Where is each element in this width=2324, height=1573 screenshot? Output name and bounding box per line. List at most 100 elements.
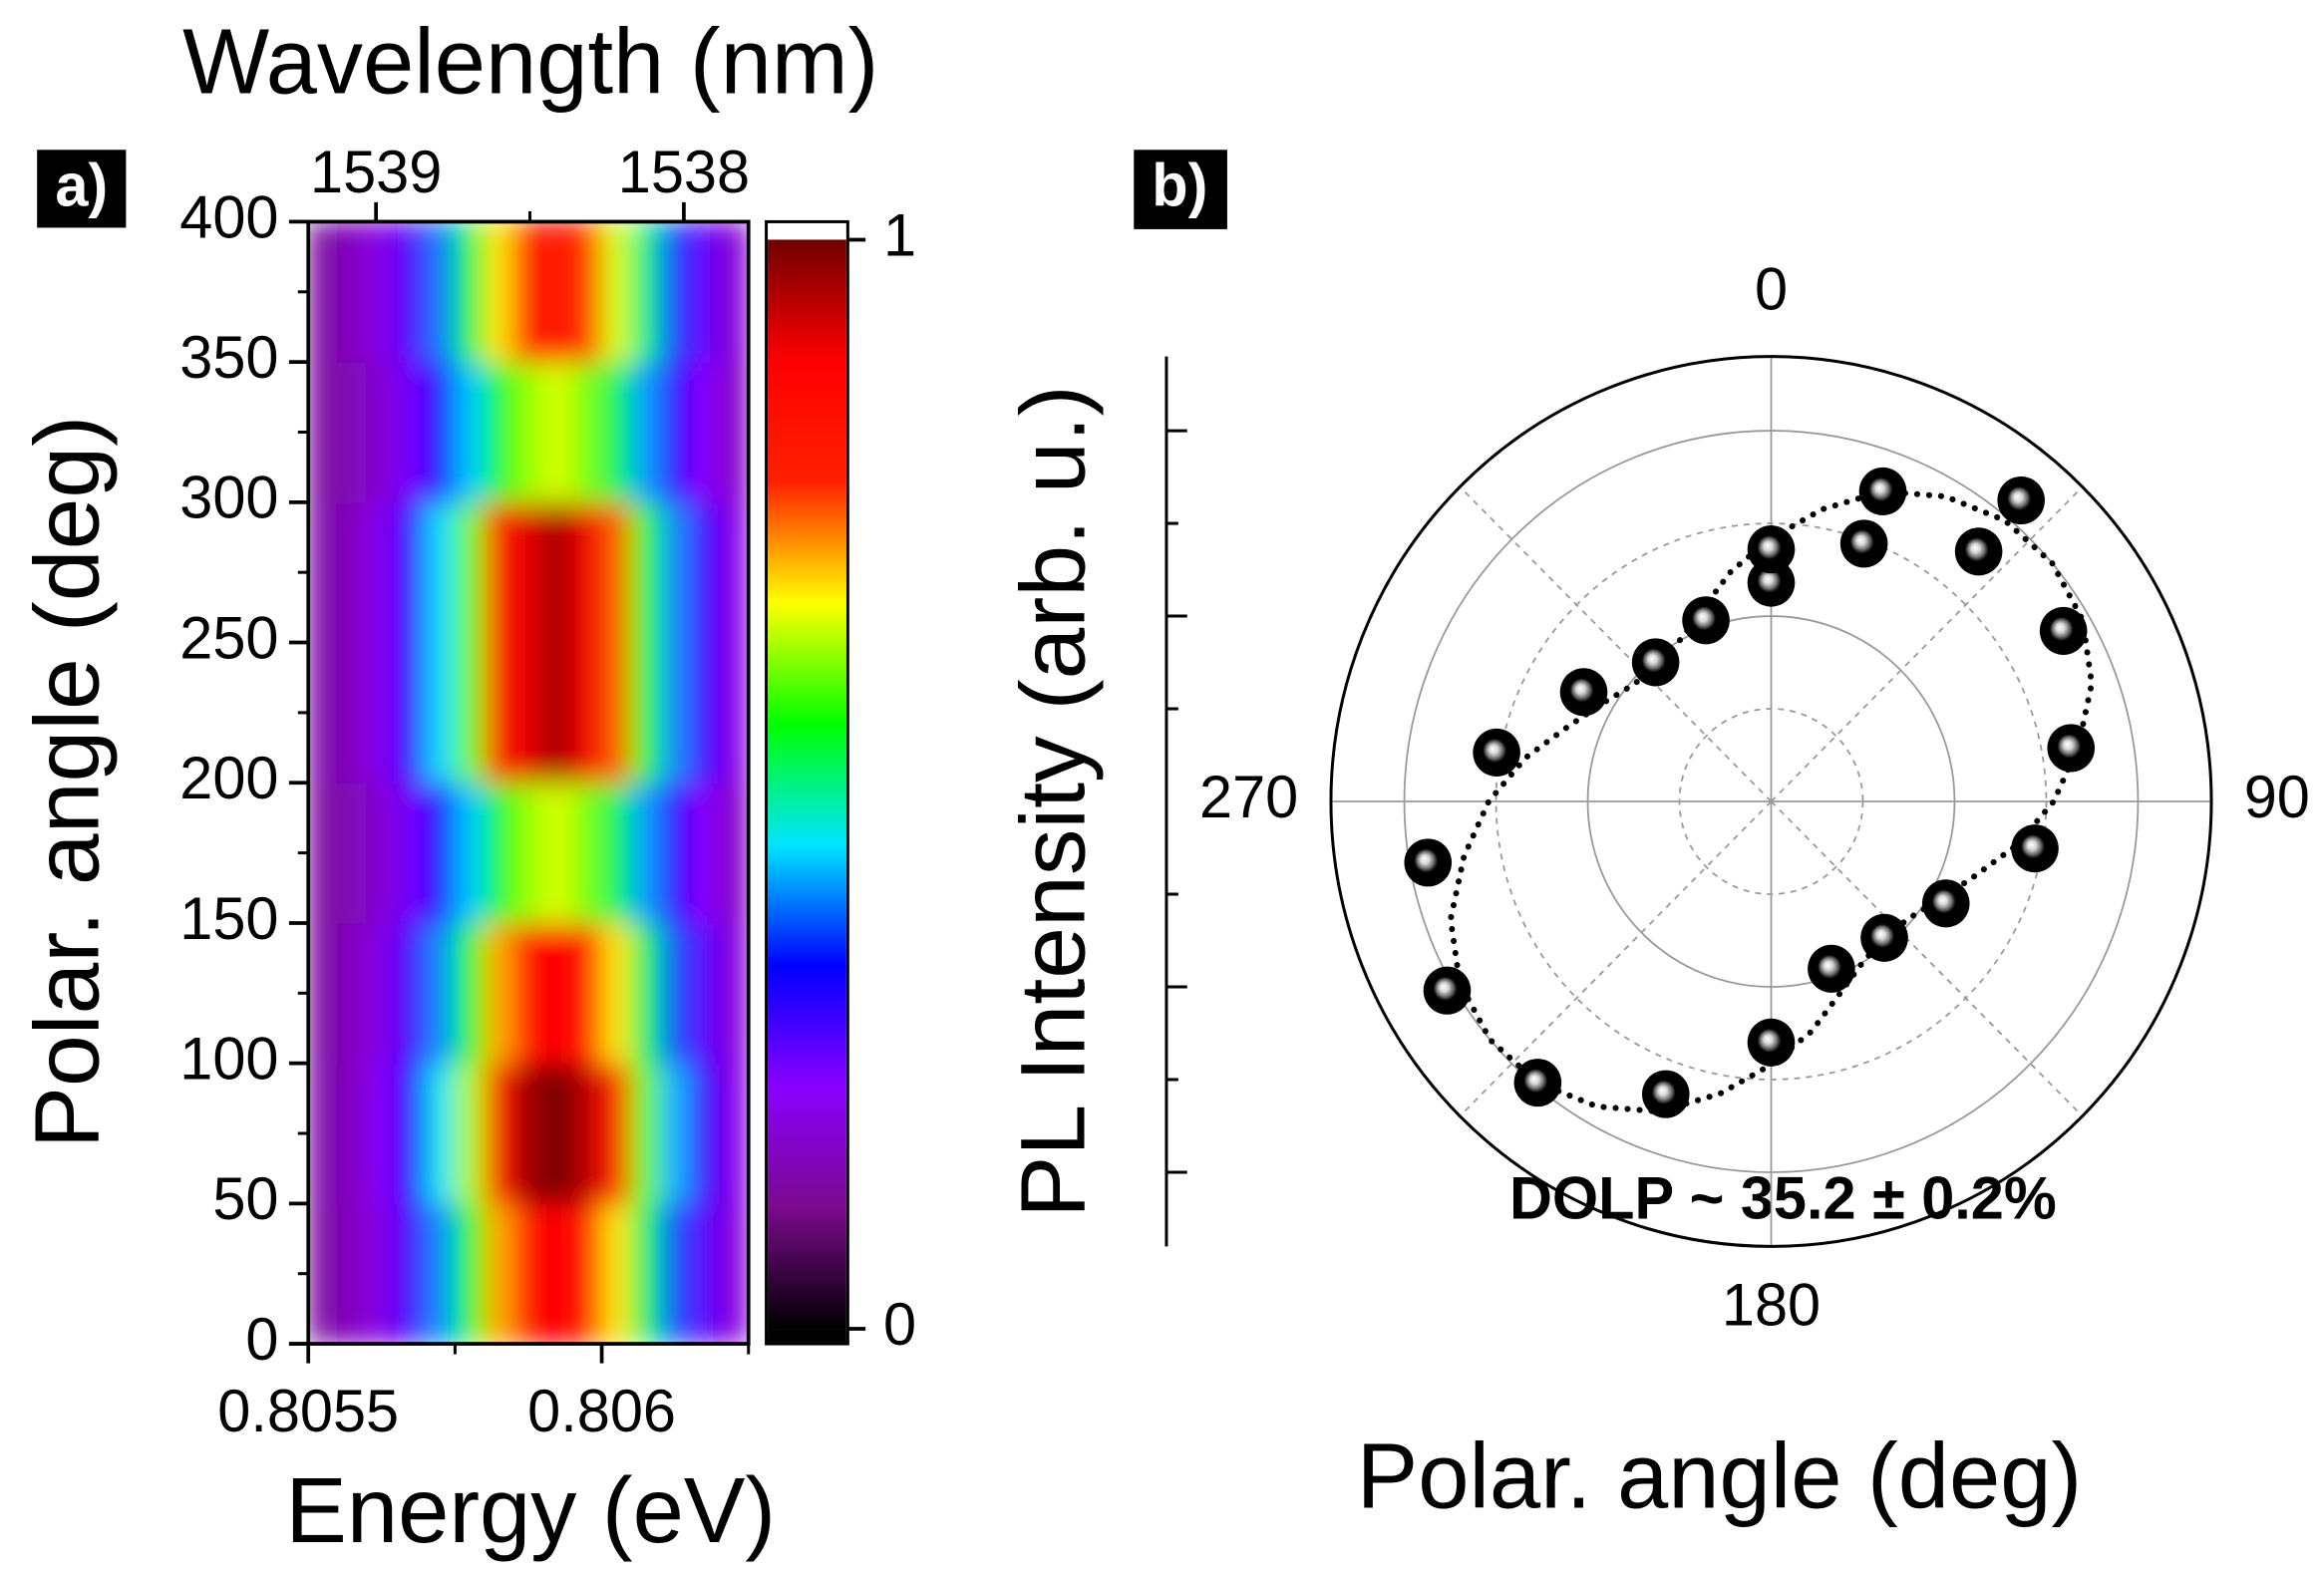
heatmap-cell	[571, 361, 603, 503]
data-point	[1682, 596, 1730, 645]
heatmap-cell	[630, 641, 662, 784]
heatmap-cell	[308, 641, 339, 784]
spoke	[1459, 485, 1773, 802]
heatmap-cell	[425, 641, 457, 784]
heatmap-cell	[425, 1202, 457, 1345]
heatmap-cell	[630, 501, 662, 644]
heatmap-cell	[308, 361, 339, 503]
heatmap-cell	[395, 641, 427, 784]
colorbar-tick-label: 1	[883, 201, 916, 268]
heatmap-cell	[366, 782, 398, 924]
heatmap-cell	[366, 361, 398, 503]
heatmap-cell	[600, 782, 632, 924]
heatmap-cell	[484, 361, 515, 503]
label-box	[37, 150, 127, 228]
data-point	[1997, 475, 2045, 525]
data-point	[1404, 838, 1453, 887]
heatmap-cell	[484, 641, 515, 784]
y-tick-label: 350	[179, 324, 278, 391]
heatmap-cell	[395, 501, 427, 644]
heatmap-cell	[336, 922, 368, 1065]
heatmap-cell	[484, 1202, 515, 1345]
heatmap-cell	[659, 922, 691, 1065]
panel-label: a)	[55, 152, 108, 218]
heatmap-cell	[689, 922, 721, 1065]
heatmap-cell	[336, 1062, 368, 1205]
heatmap-cell	[630, 1062, 662, 1205]
heatmap-cell	[718, 922, 749, 1065]
heatmap-cell	[454, 782, 486, 924]
y-tick-label: 300	[179, 464, 278, 530]
heatmap-cell	[689, 361, 721, 503]
grid-circle	[1494, 522, 2048, 1081]
heatmap-cell	[336, 501, 368, 644]
heatmap-cell	[718, 1062, 749, 1205]
colorbar-under	[768, 1329, 846, 1343]
colorbar	[768, 239, 846, 1330]
annotation: DOLP ~ 35.2 ± 0.2%	[1509, 1164, 2057, 1231]
heatmap-cell	[541, 641, 573, 784]
heatmap-cell	[659, 361, 691, 503]
heatmap-cell	[395, 782, 427, 924]
theta-tick-label: 270	[1199, 764, 1298, 830]
heatmap-cell	[600, 221, 632, 363]
heatmap-cell	[689, 782, 721, 924]
heatmap-cell	[425, 922, 457, 1065]
heatmap-cell	[689, 501, 721, 644]
heatmap-cell	[630, 1202, 662, 1345]
heatmap-cell	[600, 641, 632, 784]
heatmap-cell	[541, 501, 573, 644]
heatmap-cell	[571, 1062, 603, 1205]
heatmap-cell	[512, 922, 544, 1065]
heatmap-cell	[689, 1062, 721, 1205]
heatmap-cell	[718, 361, 749, 503]
heatmap-cell	[512, 361, 544, 503]
heatmap-cell	[541, 361, 573, 503]
data-point	[1921, 879, 1970, 928]
heatmap-cell	[541, 1062, 573, 1205]
y-tick-label: 50	[212, 1165, 278, 1232]
heatmap-cell	[659, 782, 691, 924]
heatmap-cell	[541, 221, 573, 363]
heatmap-cell	[512, 1202, 544, 1345]
data-point	[2011, 824, 2059, 873]
heatmap-cell	[454, 1062, 486, 1205]
heatmap-cell	[425, 361, 457, 503]
data-point	[1747, 1018, 1796, 1067]
heatmap-cell	[336, 221, 368, 363]
heatmap-cell	[336, 1202, 368, 1345]
theta-tick-label: 0	[1755, 255, 1788, 322]
heatmap-cell	[484, 782, 515, 924]
top-tick-label: 1539	[310, 139, 442, 205]
heatmap-cell	[512, 501, 544, 644]
heatmap-cell	[308, 922, 339, 1065]
spoke	[1770, 800, 2084, 1117]
heatmap-cell	[718, 641, 749, 784]
colorbar-tick-label: 0	[883, 1291, 916, 1358]
heatmap-cell	[718, 782, 749, 924]
heatmap-cell	[541, 1202, 573, 1345]
theta-tick-label: 180	[1722, 1271, 1821, 1338]
heatmap-cell	[395, 922, 427, 1065]
data-point	[2047, 724, 2096, 773]
theta-tick-label: 90	[2244, 764, 2310, 830]
heatmap-cell	[630, 782, 662, 924]
heatmap-cell	[425, 221, 457, 363]
heatmap-cell	[571, 782, 603, 924]
heatmap-cell	[454, 361, 486, 503]
heatmap-cell	[541, 922, 573, 1065]
heatmap-cell	[689, 641, 721, 784]
heatmap-cell	[541, 782, 573, 924]
heatmap-cell	[484, 501, 515, 644]
grid-circle	[1403, 430, 2140, 1173]
heatmap-cell	[689, 1202, 721, 1345]
heatmap-cell	[571, 221, 603, 363]
y-tick-label: 150	[179, 885, 278, 952]
y-tick-label: 100	[179, 1025, 278, 1092]
x-tick-label: 0.8055	[217, 1378, 399, 1444]
heatmap-cell	[336, 782, 368, 924]
panel-label: b)	[1152, 152, 1207, 218]
heatmap-cell	[689, 221, 721, 363]
